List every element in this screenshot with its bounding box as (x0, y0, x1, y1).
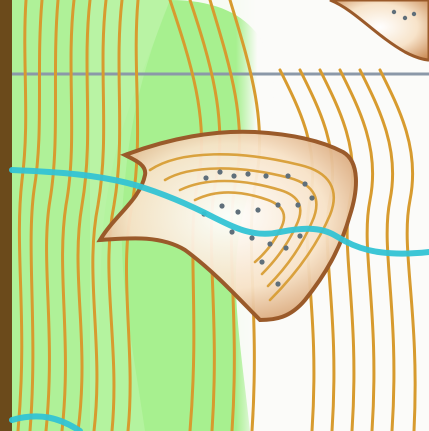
rock-dot (263, 173, 269, 179)
rock-dot (267, 241, 273, 247)
rock-dot (309, 195, 315, 201)
rock-dot (297, 233, 303, 239)
stream-line (9, 167, 429, 257)
contour-line (178, 179, 302, 276)
rock-dot (217, 169, 223, 175)
rock-dot (249, 235, 255, 241)
contour-line (16, 0, 28, 431)
rock-dot (285, 173, 291, 179)
rock-dot (259, 259, 265, 265)
rock-dot (235, 209, 241, 215)
rock-dot (295, 202, 301, 208)
contour-line (163, 167, 318, 288)
contour-line (148, 153, 336, 302)
rock-dot (203, 175, 209, 181)
rock-dot (275, 202, 281, 208)
rock-dot (231, 173, 237, 179)
rock-dot (283, 245, 289, 251)
contour-line (107, 0, 124, 431)
streams (9, 167, 429, 431)
contour-line (28, 0, 44, 431)
contour-line (193, 191, 286, 264)
rock-dots-top-right (391, 9, 417, 21)
rock-dot (219, 203, 225, 209)
contour-line (338, 68, 376, 431)
rock-dot (229, 229, 235, 235)
rock-dot (275, 281, 281, 287)
contour-line (76, 0, 92, 431)
rock-dot (255, 207, 261, 213)
rock-dot (302, 181, 308, 187)
map-frame-left (0, 0, 12, 431)
green-vegetation-area (0, 0, 170, 431)
contour-line (378, 68, 417, 431)
contour-line (358, 68, 396, 431)
stream-line (9, 413, 83, 431)
contour-line (44, 0, 60, 431)
contour-line (91, 0, 108, 431)
cliff-inner-contours (148, 153, 336, 302)
rock-dot (245, 171, 251, 177)
contour-line (60, 0, 76, 431)
